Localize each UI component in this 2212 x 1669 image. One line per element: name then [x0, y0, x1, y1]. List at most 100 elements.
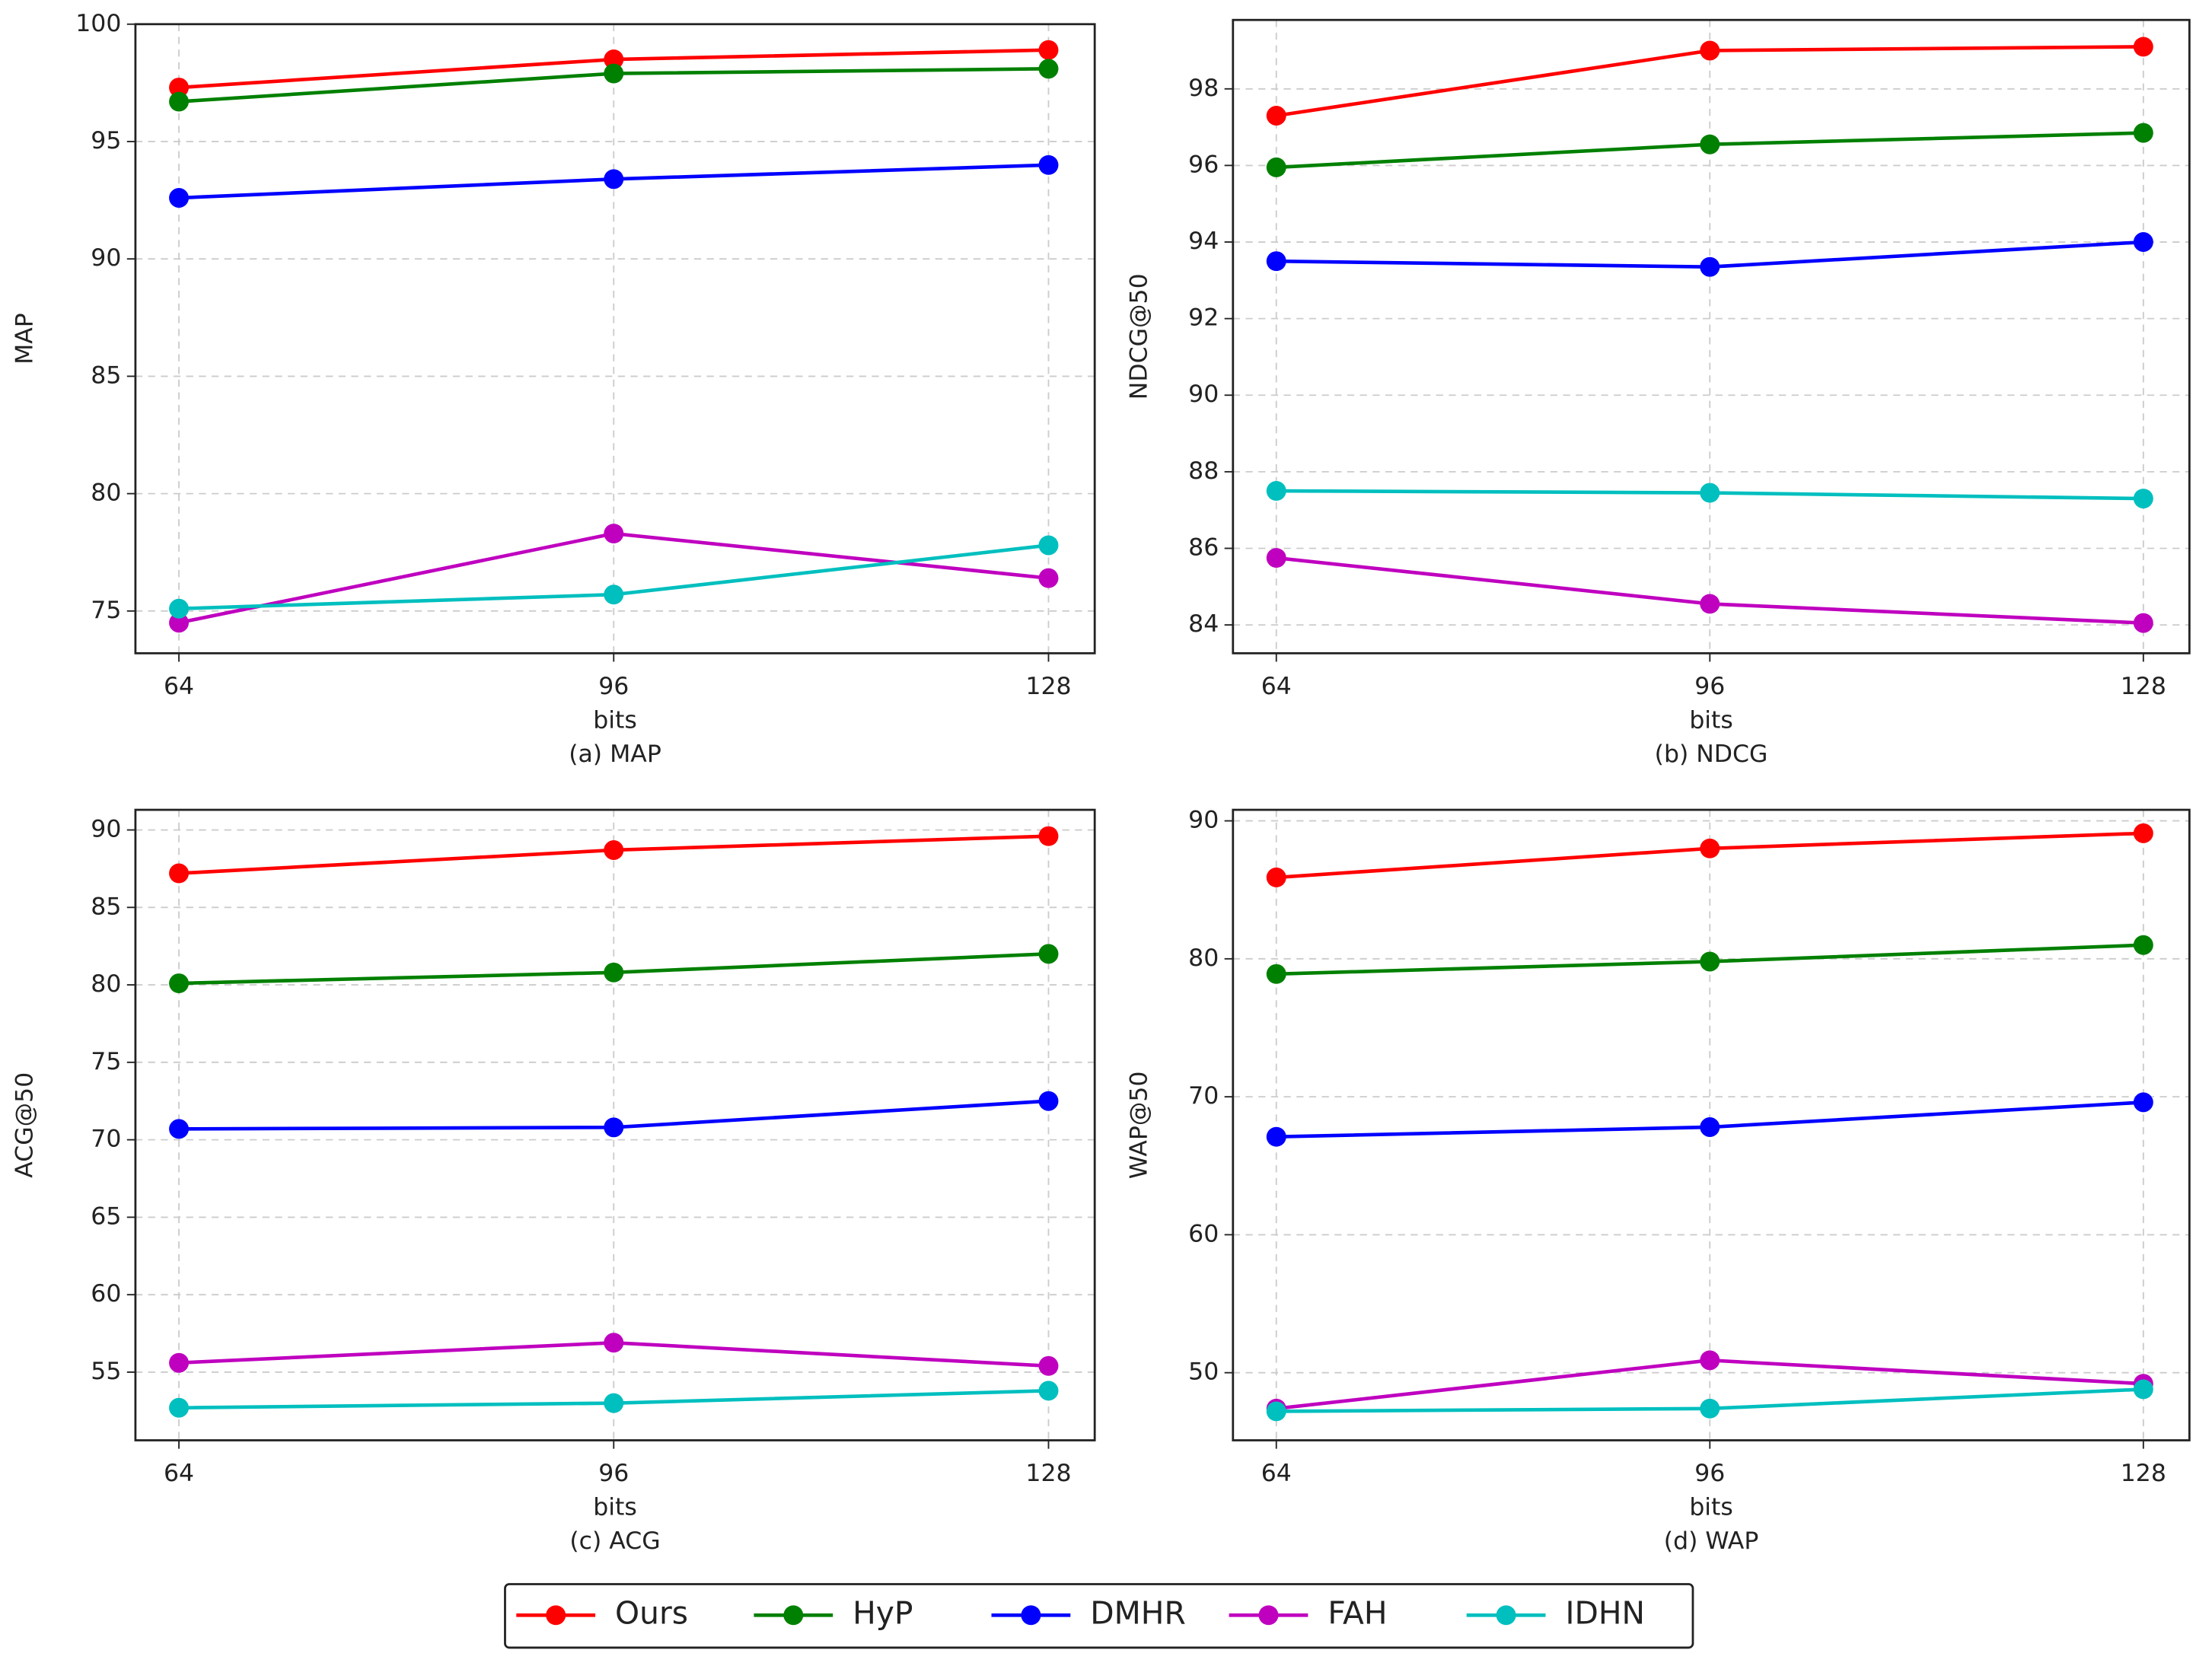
y-tick-label: 92: [1188, 304, 1219, 332]
point: [2133, 1092, 2153, 1113]
y-axis-label: MAP: [11, 313, 38, 365]
y-tick-label: 84: [1188, 610, 1219, 638]
x-axis-label: bits: [1689, 706, 1733, 734]
point: [2133, 613, 2153, 633]
point: [604, 524, 624, 544]
legend-label: DMHR: [1090, 1594, 1186, 1631]
point: [169, 973, 190, 994]
point: [1038, 40, 1059, 60]
x-axis-label: bits: [593, 706, 637, 734]
point: [2133, 823, 2153, 843]
y-tick-label: 100: [75, 10, 121, 37]
point: [1700, 483, 1720, 503]
point: [1038, 59, 1059, 79]
point: [1038, 535, 1059, 556]
point: [2133, 232, 2153, 252]
x-axis-label: bits: [593, 1493, 637, 1521]
x-tick-label: 96: [598, 673, 629, 700]
legend-box: [504, 1583, 1694, 1649]
point: [169, 1352, 190, 1373]
point: [1038, 826, 1059, 846]
y-tick-label: 85: [91, 362, 121, 389]
point: [1038, 1355, 1059, 1376]
y-tick-label: 75: [91, 1048, 121, 1075]
point: [1266, 1401, 1286, 1422]
x-tick-label: 96: [1694, 1460, 1725, 1487]
y-axis-label: WAP@50: [1125, 1072, 1152, 1180]
point: [604, 1117, 624, 1138]
x-tick-label: 128: [1025, 1460, 1071, 1487]
x-axis-label: bits: [1689, 1493, 1733, 1521]
y-axis-label: ACG@50: [11, 1072, 38, 1178]
x-tick-label: 96: [1694, 673, 1725, 700]
point: [1700, 1350, 1720, 1371]
point: [169, 188, 190, 208]
y-tick-label: 95: [91, 127, 121, 154]
plot-frame: [1232, 808, 2191, 1441]
x-tick-label: 64: [1261, 1460, 1292, 1487]
point: [169, 613, 190, 633]
caption: (c) ACG: [569, 1527, 660, 1555]
caption: (b) NDCG: [1655, 741, 1768, 768]
x-tick-label: 128: [2121, 1460, 2166, 1487]
y-tick-label: 86: [1188, 534, 1219, 561]
point: [1038, 1091, 1059, 1111]
point: [2133, 935, 2153, 955]
point: [2133, 489, 2153, 509]
legend-label: IDHN: [1565, 1594, 1645, 1631]
point: [1266, 1126, 1286, 1147]
y-tick-label: 90: [91, 244, 121, 272]
y-tick-label: 90: [1188, 381, 1219, 408]
y-tick-label: 65: [91, 1202, 121, 1230]
point: [1700, 1117, 1720, 1137]
point: [1038, 568, 1059, 588]
point: [1266, 548, 1286, 569]
point: [1038, 1381, 1059, 1401]
y-tick-label: 96: [1188, 151, 1219, 178]
point: [169, 1119, 190, 1139]
point: [604, 1393, 624, 1413]
y-tick-label: 75: [91, 597, 121, 624]
point: [1266, 481, 1286, 502]
point: [1700, 594, 1720, 614]
y-tick-label: 60: [91, 1280, 121, 1307]
point: [1038, 154, 1059, 175]
point: [2133, 123, 2153, 143]
point: [604, 49, 624, 70]
point: [1700, 40, 1720, 61]
caption: (d) WAP: [1664, 1527, 1759, 1555]
y-tick-label: 90: [91, 816, 121, 843]
legend-label: FAH: [1328, 1594, 1387, 1631]
plot-frame: [134, 23, 1096, 655]
legend-marker: [783, 1605, 804, 1626]
point: [1266, 157, 1286, 177]
point: [169, 91, 190, 112]
point: [2133, 37, 2153, 57]
point: [2133, 1379, 2153, 1400]
point: [1266, 106, 1286, 126]
point: [1266, 251, 1286, 272]
point: [1038, 944, 1059, 964]
point: [604, 962, 624, 983]
y-tick-label: 80: [91, 479, 121, 507]
y-tick-label: 80: [1188, 944, 1219, 972]
point: [1266, 963, 1286, 984]
y-tick-label: 55: [91, 1358, 121, 1385]
legend-marker: [1021, 1605, 1041, 1626]
y-tick-label: 50: [1188, 1358, 1219, 1386]
plot-frame: [134, 808, 1096, 1441]
y-tick-label: 88: [1188, 457, 1219, 485]
legend-label: Ours: [615, 1594, 688, 1631]
point: [169, 863, 190, 884]
y-tick-label: 85: [91, 893, 121, 920]
point: [1700, 951, 1720, 972]
y-axis-label: NDCG@50: [1125, 273, 1152, 400]
point: [604, 169, 624, 190]
y-tick-label: 70: [91, 1126, 121, 1153]
x-tick-label: 128: [2121, 673, 2166, 700]
legend-marker: [1258, 1605, 1279, 1626]
point: [1700, 838, 1720, 858]
point: [1700, 256, 1720, 277]
point: [169, 1397, 190, 1418]
